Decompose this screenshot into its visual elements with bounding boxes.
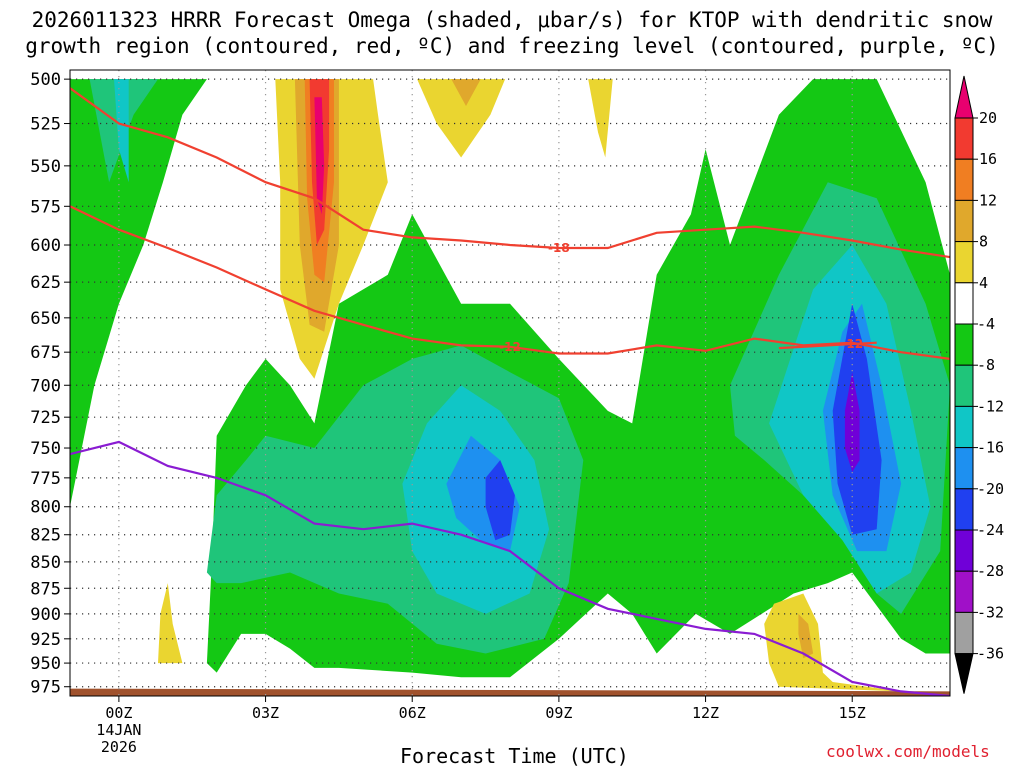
isotherm-line-2 <box>778 341 877 350</box>
colorbar-band-0 <box>954 117 974 160</box>
colorbar-label-9: -20 <box>977 480 1004 498</box>
y-tick-label-875: 875 <box>30 579 61 599</box>
colorbar-label-3: 8 <box>979 233 988 251</box>
x-tick-label-12Z: 12Z <box>692 704 719 722</box>
y-tick-label-575: 575 <box>30 197 61 217</box>
credit-link[interactable]: coolwx.com/models <box>826 742 990 761</box>
omega-region-sinking-sfc-west <box>158 583 183 664</box>
colorbar-label-10: -24 <box>977 521 1004 539</box>
y-tick-label-900: 900 <box>30 605 61 625</box>
omega-region-sinking-sfc-east-core <box>798 613 814 659</box>
colorbar-label-11: -28 <box>977 562 1004 580</box>
omega-region-sinking-top-a <box>417 79 506 158</box>
colorbar-label-6: -8 <box>977 356 995 374</box>
isotherm-label-2: -12 <box>841 337 863 351</box>
colorbar-label-7: -12 <box>977 397 1004 415</box>
x-tick-date: 14JAN <box>96 721 141 739</box>
colorbar-label-0: 20 <box>979 109 997 127</box>
colorbar-band-6 <box>954 364 974 407</box>
isotherm-line-3 <box>70 440 950 696</box>
ground-surface <box>70 688 950 696</box>
omega-shading <box>70 79 950 696</box>
y-tick-label-550: 550 <box>30 157 61 177</box>
omega-region-rising-west <box>70 79 207 507</box>
x-tick-label-03Z: 03Z <box>252 704 279 722</box>
y-tick-label-600: 600 <box>30 236 61 256</box>
isotherm-label-0: -18 <box>548 241 570 255</box>
colorbar-label-12: -32 <box>977 603 1004 621</box>
omega-region-rising-west-core <box>114 79 129 183</box>
colorbar-band-12 <box>954 611 974 655</box>
y-tick-label-825: 825 <box>30 526 61 546</box>
omega-region-rising-max-mid <box>485 460 515 541</box>
omega-region-sinking-plume-max <box>314 97 325 215</box>
colorbar-band-3 <box>954 241 974 284</box>
colorbar-band-8 <box>954 447 974 490</box>
y-tick-label-525: 525 <box>30 115 61 135</box>
isotherm-line-0 <box>70 87 950 259</box>
chart-title-line2: growth region (contoured, red, ºC) and f… <box>25 34 999 58</box>
y-tick-label-975: 975 <box>30 678 61 698</box>
colorbar-band-4 <box>954 282 974 325</box>
y-tick-label-625: 625 <box>30 273 61 293</box>
omega-region-sinking-top-b <box>588 79 613 158</box>
plot-frame <box>69 69 951 697</box>
y-tick-label-700: 700 <box>30 376 61 396</box>
isotherm-label-1: -12 <box>499 340 521 354</box>
y-tick-label-925: 925 <box>30 630 61 650</box>
x-tick-year: 2026 <box>101 738 137 756</box>
colorbar-label-4: 4 <box>979 274 988 292</box>
colorbar-band-11 <box>954 570 974 613</box>
colorbar-band-10 <box>954 529 974 572</box>
colorbar-band-1 <box>954 158 974 201</box>
x-tick-label-00Z: 00Z <box>105 704 132 722</box>
y-tick-label-850: 850 <box>30 553 61 573</box>
colorbar-band-9 <box>954 488 974 531</box>
colorbar-label-8: -16 <box>977 439 1004 457</box>
y-tick-label-675: 675 <box>30 343 61 363</box>
y-tick-label-950: 950 <box>30 654 61 674</box>
y-tick-label-775: 775 <box>30 469 61 489</box>
chart-title-line1: 2026011323 HRRR Forecast Omega (shaded, … <box>31 8 993 32</box>
y-axis: 500 525 550 575 600 625 650 675 700 725 750 775 800 8… <box>30 70 70 698</box>
colorbar-label-13: -36 <box>977 645 1004 663</box>
x-tick-label-15Z: 15Z <box>839 704 866 722</box>
y-tick-label-650: 650 <box>30 309 61 329</box>
colorbar-label-1: 16 <box>979 150 997 168</box>
colorbar-band-5 <box>954 323 974 366</box>
colorbar-top-arrow <box>954 75 974 119</box>
omega-region-sinking-top-a-core <box>451 79 481 106</box>
colorbar-band-2 <box>954 199 974 243</box>
colorbar-bottom-arrow <box>954 653 974 694</box>
temperature-contours: -18 -12 -12 <box>70 87 950 696</box>
y-tick-label-725: 725 <box>30 408 61 428</box>
x-axis-label: Forecast Time (UTC) <box>400 744 629 768</box>
colorbar-band-7 <box>954 405 974 449</box>
omega-region-rising-extreme-east <box>844 372 860 472</box>
x-tick-label-06Z: 06Z <box>399 704 426 722</box>
grid-lines <box>70 70 950 696</box>
omega-region-white-dot <box>114 623 124 639</box>
y-tick-label-750: 750 <box>30 439 61 459</box>
y-tick-label-800: 800 <box>30 498 61 518</box>
x-tick-label-09Z: 09Z <box>545 704 572 722</box>
colorbar: 20 16 12 8 4 -4 -8 -12 -16 -20 -24 -28 -32 -36 <box>954 75 1004 694</box>
colorbar-label-5: -4 <box>977 315 995 333</box>
y-tick-label-500: 500 <box>30 70 61 90</box>
isotherm-line-1 <box>70 205 950 360</box>
colorbar-label-2: 12 <box>979 191 997 209</box>
